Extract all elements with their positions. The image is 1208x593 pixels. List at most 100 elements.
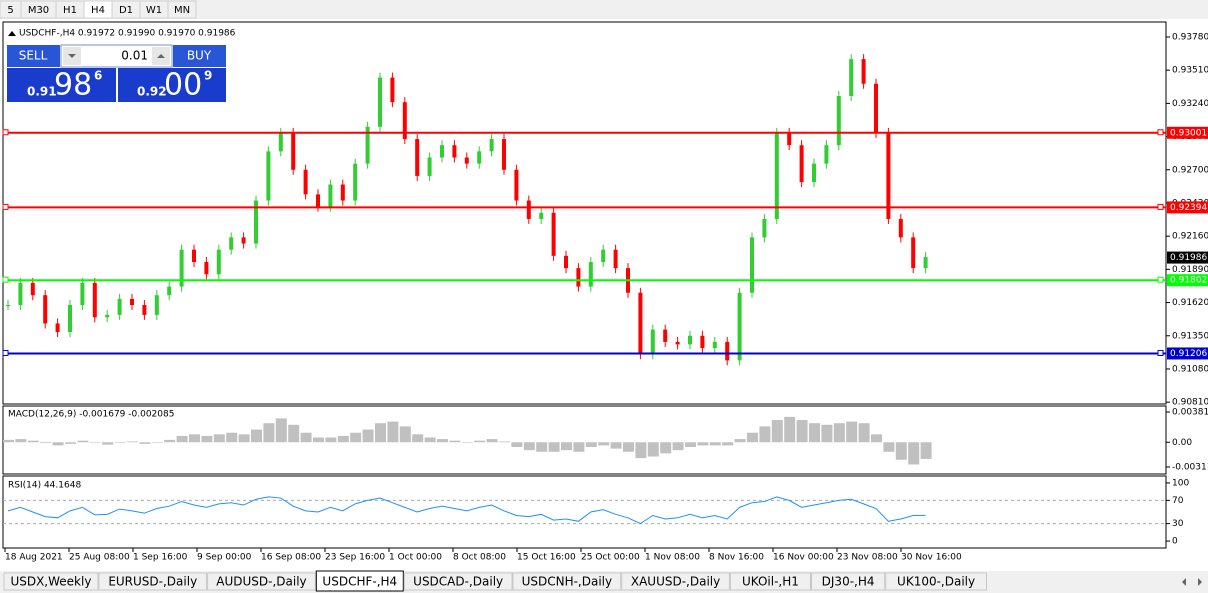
symbol-tab[interactable] [512, 572, 622, 591]
bid-sup: 6 [94, 69, 102, 83]
y-tick-label: 100 [1172, 478, 1189, 488]
x-tick-label: 8 Oct 08:00 [453, 553, 506, 563]
symbol-tab-label: XAUUSD-,Daily [631, 575, 720, 589]
timeframe-button[interactable] [167, 0, 197, 19]
candle-body [192, 249, 196, 262]
indicator-label: MACD(12,26,9) -0.001679 -0.002085 [8, 410, 174, 420]
macd-bar [573, 442, 585, 452]
indicator-label: RSI(14) 44.1648 [8, 481, 81, 491]
bid-big: 98 [54, 68, 92, 103]
macd-bar [226, 432, 238, 443]
candle-body [353, 163, 358, 201]
level-handle [2, 129, 9, 136]
candle-body [911, 237, 916, 269]
candle-body [378, 77, 382, 127]
candle-body [539, 212, 544, 219]
scroll-left[interactable] [1182, 578, 1186, 586]
symbol-tab-label: USDCAD-,Daily [413, 575, 503, 589]
macd-bar [238, 434, 250, 443]
symbol-tab[interactable] [207, 572, 316, 591]
macd-bar [623, 442, 634, 452]
macd-bar [399, 426, 411, 443]
bid-prefix: 0.91 [27, 85, 57, 99]
y-tick-label: 0.00 [1172, 438, 1192, 448]
candle-body [154, 295, 159, 315]
candle-body [30, 282, 35, 296]
lot-input[interactable] [60, 44, 173, 68]
symbol-tab[interactable] [621, 572, 730, 591]
candle-body [675, 341, 680, 345]
candle-body [92, 282, 97, 318]
symbol-tab[interactable] [403, 572, 513, 591]
macd-bar [610, 442, 622, 449]
scroll-right[interactable] [1198, 578, 1202, 586]
rsi-panel [2, 475, 1167, 549]
candle-body [477, 151, 482, 164]
candle-body [179, 249, 184, 287]
symbol-tab[interactable] [315, 570, 404, 592]
y-tick-label: 70 [1172, 496, 1184, 506]
y-tick-label: 0.93510 [1172, 66, 1208, 76]
candle-body [427, 157, 432, 176]
macd-bar [486, 439, 498, 443]
x-tick-label: 1 Nov 08:00 [645, 553, 700, 563]
collapse-icon[interactable] [8, 31, 16, 36]
candle-body [105, 314, 110, 318]
macd-bar [585, 442, 597, 448]
candle-body [688, 335, 692, 345]
macd-bar [771, 420, 783, 443]
sell-button[interactable] [7, 45, 60, 67]
candle-body [167, 286, 172, 296]
level-handle [1157, 203, 1164, 210]
buy-button[interactable] [173, 45, 226, 67]
y-tick-label: 0.91890 [1172, 265, 1208, 275]
bid-box[interactable] [7, 68, 116, 102]
macd-bar [139, 442, 151, 444]
candle-body [502, 139, 506, 170]
macd-bar [647, 442, 659, 457]
rsi-line [7, 496, 926, 525]
x-tick-label: 16 Nov 00:00 [773, 553, 834, 563]
x-tick-label: 23 Nov 08:00 [837, 553, 898, 563]
macd-bar [883, 442, 895, 452]
candle-body [588, 261, 593, 287]
candle-body [812, 163, 816, 183]
macd-bar [164, 439, 176, 443]
symbol-tab[interactable] [98, 572, 208, 591]
symbol-tab[interactable] [811, 572, 886, 591]
macd-bar [387, 421, 399, 443]
macd-bar [523, 442, 535, 451]
level-label: 0.91802 [1170, 276, 1207, 286]
candle-body [601, 249, 606, 262]
candle-body [216, 249, 221, 275]
x-tick-label: 25 Aug 08:00 [69, 553, 130, 563]
symbol-tab[interactable] [729, 572, 812, 591]
symbol-tab[interactable] [3, 572, 99, 591]
candle-body [898, 218, 903, 238]
x-tick-label: 1 Oct 00:00 [389, 553, 442, 563]
candle-body [836, 96, 841, 146]
ask-prefix: 0.92 [137, 85, 167, 99]
candle-body [365, 126, 370, 164]
timeframe-label: MN [174, 5, 190, 16]
candle-body [18, 282, 23, 306]
level-handle [2, 276, 9, 283]
candle-body [514, 169, 519, 201]
timeframe-label: M30 [28, 5, 49, 16]
y-tick-label: -0.003115 [1172, 462, 1208, 472]
symbol-tab-label: DJ30-,H4 [822, 575, 875, 589]
candle-body [402, 102, 407, 140]
macd-bar [474, 440, 486, 443]
y-tick-label: 0.91620 [1172, 298, 1208, 308]
macd-bar [65, 442, 76, 444]
macd-bar [747, 432, 758, 443]
x-tick-label: 1 Sep 16:00 [133, 553, 188, 563]
symbol-tab[interactable] [885, 572, 988, 591]
macd-bar [325, 437, 337, 443]
level-label-bg [1167, 201, 1208, 214]
ask-box[interactable] [118, 68, 226, 102]
symbol-header: USDCHF-,H4 0.91972 0.91990 0.91970 0.919… [19, 29, 236, 39]
candle-body [142, 305, 147, 315]
macd-bar [821, 424, 833, 443]
